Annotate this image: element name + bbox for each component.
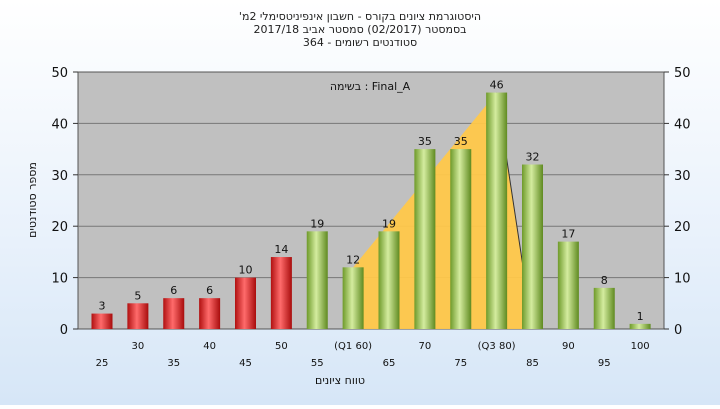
bar <box>127 303 149 329</box>
chart-subtitle-1: בסמסטר (02/2017) סמסטר אביב 2017/18 <box>253 23 466 36</box>
y-axis-right-ticks: 0 10 20 30 40 50 <box>664 66 691 338</box>
x-tick-label: 45 <box>239 358 252 369</box>
y-axis-label: מספר סטודנטים <box>26 162 39 238</box>
x-tick-label: 65 <box>383 358 396 369</box>
y-tick-label-right: 10 <box>674 272 691 287</box>
data-label: 19 <box>382 217 396 230</box>
bar <box>414 149 436 329</box>
data-label: 17 <box>561 228 575 241</box>
x-tick-label: 25 <box>96 358 109 369</box>
data-label: 14 <box>274 243 288 256</box>
y-tick-label-left: 40 <box>51 117 68 132</box>
x-tick-label: 100 <box>631 341 650 352</box>
x-tick-label: 40 <box>203 341 216 352</box>
y-tick-label-right: 20 <box>674 220 691 235</box>
y-tick-label-right: 0 <box>674 323 682 338</box>
bar <box>486 92 508 329</box>
x-tick-label: (Q1 60) <box>334 341 372 352</box>
bar <box>378 231 400 329</box>
data-label: 19 <box>310 217 324 230</box>
y-tick-label-left: 20 <box>51 220 68 235</box>
bar <box>270 257 292 329</box>
data-label: 10 <box>239 264 253 277</box>
x-tick-label: 50 <box>275 341 288 352</box>
bar <box>557 241 579 329</box>
bar <box>91 313 113 329</box>
x-tick-label: 35 <box>167 358 180 369</box>
data-label: 6 <box>206 284 213 297</box>
x-tick-label: 70 <box>419 341 432 352</box>
data-label: 12 <box>346 253 360 266</box>
x-axis-ticks: 25 30 35 40 45 50 55 (Q1 60) 65 70 75 (Q3 80) 85 90 95… <box>96 341 650 369</box>
chart-title: 'היסטוגרמת ציונים בקורס - חשבון אינפיניט… <box>239 10 481 23</box>
bar <box>593 287 615 329</box>
x-tick-label: 75 <box>454 358 467 369</box>
chart-subtitle-2: סטודנטים רשומים - 364 <box>303 36 417 49</box>
bar <box>342 267 364 329</box>
bar <box>306 231 328 329</box>
data-label: 3 <box>99 300 106 313</box>
x-tick-label: 85 <box>526 358 539 369</box>
x-tick-label: 30 <box>132 341 145 352</box>
y-tick-label-right: 30 <box>674 169 691 184</box>
bars-group <box>91 92 651 329</box>
y-tick-label-left: 30 <box>51 169 68 184</box>
x-tick-label: 90 <box>562 341 575 352</box>
data-label: 8 <box>601 274 608 287</box>
bar <box>629 323 651 329</box>
data-label: 6 <box>170 284 177 297</box>
y-axis-left-ticks: 0 10 20 30 40 50 <box>51 66 78 338</box>
bar <box>450 149 472 329</box>
y-tick-label-right: 50 <box>674 66 691 81</box>
x-tick-label: 95 <box>598 358 611 369</box>
bar <box>522 164 543 329</box>
y-tick-label-left: 0 <box>60 323 68 338</box>
data-label: 5 <box>134 289 141 302</box>
data-label: 35 <box>418 135 432 148</box>
bar <box>235 277 256 329</box>
bar <box>199 298 221 329</box>
x-tick-label: (Q3 80) <box>478 341 516 352</box>
data-label: 32 <box>526 151 540 164</box>
data-label: 35 <box>454 135 468 148</box>
y-tick-label-left: 50 <box>51 66 68 81</box>
bar <box>163 298 185 329</box>
x-tick-label: 55 <box>311 358 324 369</box>
y-tick-label-left: 10 <box>51 272 68 287</box>
data-label: 46 <box>490 79 504 92</box>
x-axis-label: טווח ציונים <box>315 374 365 387</box>
data-label: 1 <box>637 310 644 323</box>
y-tick-label-right: 40 <box>674 117 691 132</box>
chart-annotation: בשימה : Final_A <box>330 80 411 93</box>
